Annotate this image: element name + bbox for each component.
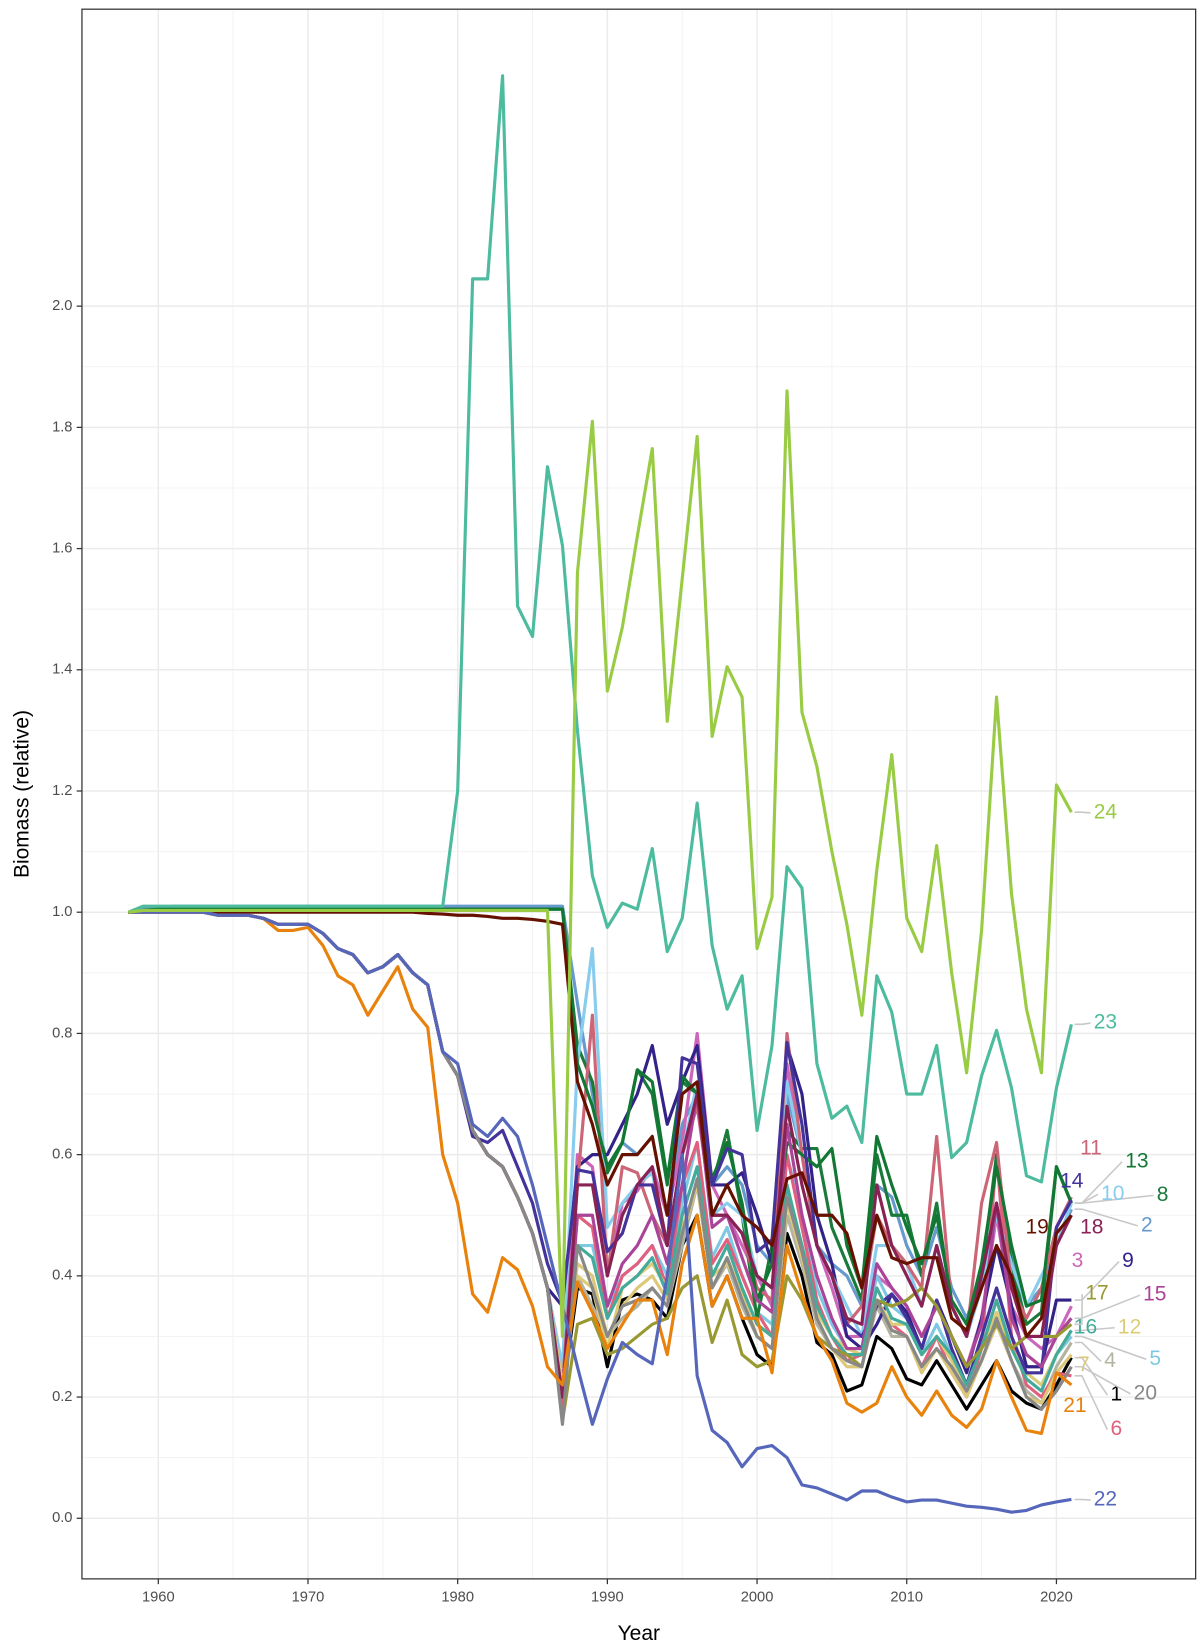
series-label: 15 <box>1143 1283 1166 1306</box>
series-label: 21 <box>1063 1394 1086 1417</box>
series-label: 23 <box>1094 1011 1117 1034</box>
grid <box>81 9 1196 1579</box>
label-leader <box>1074 1356 1109 1396</box>
label-leader <box>1074 1161 1123 1204</box>
x-tick-label: 1990 <box>591 1590 624 1606</box>
series-line <box>128 910 1073 1435</box>
series-label: 8 <box>1157 1183 1169 1206</box>
x-tick-label: 2000 <box>741 1590 774 1606</box>
x-axis-title: Year <box>618 1622 660 1645</box>
series-label: 10 <box>1101 1182 1124 1205</box>
label-leader <box>1074 1326 1115 1332</box>
label-leader <box>1074 1341 1102 1362</box>
y-tick-label: 0.0 <box>52 1510 72 1526</box>
label-leader <box>1074 1375 1109 1431</box>
y-tick-label: 0.4 <box>52 1268 72 1284</box>
series-label: 7 <box>1078 1353 1090 1376</box>
series-label: 2 <box>1141 1213 1153 1236</box>
series-label: 3 <box>1072 1249 1084 1272</box>
series-label: 24 <box>1094 800 1118 823</box>
series-label: 18 <box>1080 1215 1103 1238</box>
y-tick-label: 1.0 <box>52 904 72 920</box>
lines <box>127 74 1073 1514</box>
series-label: 4 <box>1104 1349 1116 1372</box>
label-leader <box>1074 1365 1131 1395</box>
series-label: 9 <box>1122 1249 1134 1272</box>
x-tick-label: 2020 <box>1040 1590 1073 1606</box>
series-label: 11 <box>1080 1137 1102 1160</box>
x-tick-label: 2010 <box>890 1590 923 1606</box>
y-axis-title: Biomass (relative) <box>11 710 34 878</box>
axes: 0.0 0.2 0.4 0.6 0.8 1.0 1.2 1.4 1.6 1.8 2.0 1960 197… <box>52 298 1073 1606</box>
y-tick-label: 1.4 <box>52 662 72 678</box>
label-leader <box>1074 1335 1147 1361</box>
series-line <box>128 910 1073 1339</box>
series-line <box>128 910 1072 1514</box>
y-tick-label: 2.0 <box>52 298 72 314</box>
series-label: 16 <box>1074 1315 1097 1338</box>
series-label: 13 <box>1125 1149 1148 1172</box>
series-label: 22 <box>1094 1488 1117 1511</box>
y-tick-label: 0.8 <box>52 1025 72 1041</box>
label-leader <box>1074 811 1091 814</box>
series-label: 1 <box>1111 1383 1123 1406</box>
label-leader <box>1074 1022 1091 1026</box>
label-leader <box>1074 1294 1083 1326</box>
series-label: 5 <box>1149 1347 1161 1370</box>
label-leader <box>1074 1208 1139 1227</box>
series-label: 14 <box>1060 1169 1084 1192</box>
panel-border <box>81 8 1197 1580</box>
series-label: 17 <box>1085 1282 1108 1305</box>
panel <box>81 9 1196 1579</box>
y-tick-label: 0.2 <box>52 1389 72 1405</box>
series-line <box>127 74 1073 1184</box>
series-line <box>128 389 1073 1339</box>
series-label: 6 <box>1111 1417 1123 1440</box>
y-tick-label: 1.2 <box>52 783 72 799</box>
label-leader <box>1074 1498 1091 1501</box>
series-label: 12 <box>1118 1315 1141 1338</box>
series-label: 20 <box>1134 1382 1157 1405</box>
x-tick-label: 1970 <box>292 1590 325 1606</box>
x-tick-label: 1980 <box>441 1590 474 1606</box>
y-tick-label: 1.8 <box>52 419 72 435</box>
series-label: 19 <box>1025 1215 1048 1238</box>
y-tick-label: 1.6 <box>52 540 72 556</box>
y-tick-label: 0.6 <box>52 1147 72 1163</box>
x-tick-label: 1960 <box>142 1590 175 1606</box>
